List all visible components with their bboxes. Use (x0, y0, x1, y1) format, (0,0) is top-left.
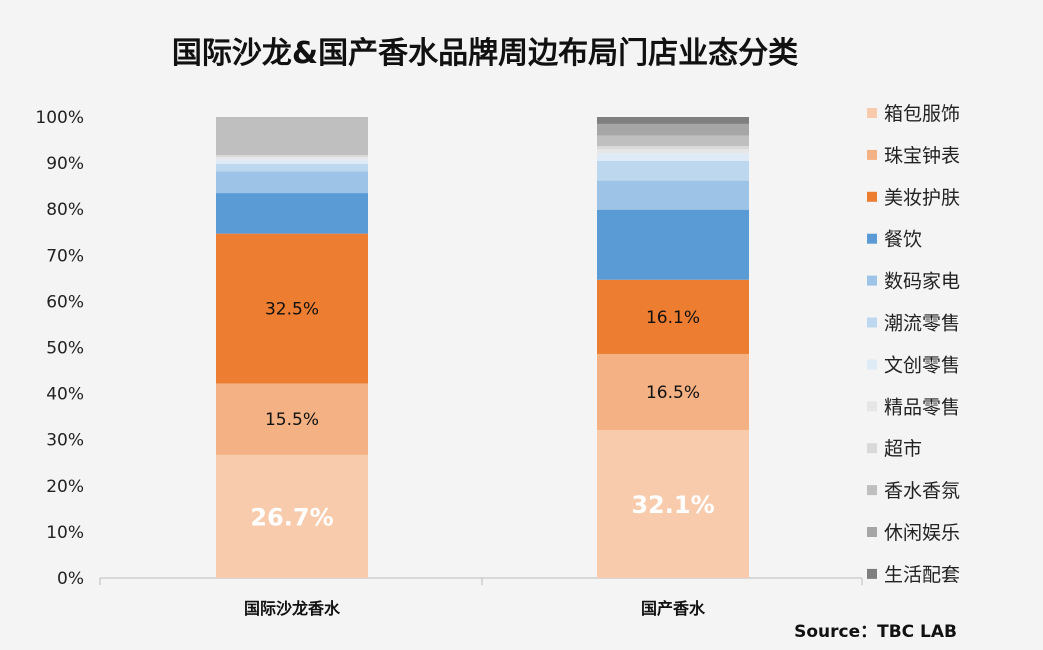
y-tick-label: 10% (46, 523, 84, 543)
bar-segment-series-9 (216, 155, 368, 158)
bar-segment-series-12 (597, 117, 749, 124)
bar-segment-series-6 (597, 160, 749, 181)
bar-segment-series-4 (216, 193, 368, 234)
legend-swatch-series-6 (867, 317, 877, 328)
bars-group: 26.7% 15.5% 32.5% 32.1% 16.5% 16.1% (216, 117, 749, 578)
y-tick-label: 0% (57, 569, 84, 589)
y-tick-label: 80% (46, 200, 84, 220)
y-tick-label: 20% (46, 477, 84, 497)
bar-segment-series-10 (216, 117, 368, 156)
data-label: 16.5% (646, 383, 700, 403)
legend-swatch-series-5 (867, 275, 877, 286)
legend-swatch-series-3 (867, 191, 877, 202)
bar-segment-series-6 (216, 164, 368, 172)
bar-segment-series-1 (216, 454, 368, 578)
bar-segment-series-4 (597, 209, 749, 280)
data-label: 16.1% (646, 308, 700, 328)
bar-segment-series-2 (597, 353, 749, 431)
legend: 箱包服饰珠宝钟表美妆护肤餐饮数码家电潮流零售文创零售精品零售超市香水香氛休闲娱乐… (867, 103, 960, 586)
bar-segment-series-7 (216, 159, 368, 165)
legend-label-series-11: 休闲娱乐 (884, 522, 960, 544)
legend-label-series-10: 香水香氛 (884, 480, 960, 502)
legend-swatch-series-10 (867, 485, 877, 496)
legend-label-series-9: 超市 (884, 438, 922, 460)
bar-segment-series-10 (597, 135, 749, 147)
legend-swatch-series-1 (867, 108, 877, 118)
legend-label-series-4: 餐饮 (884, 229, 922, 251)
legend-swatch-series-7 (867, 359, 877, 370)
legend-label-series-6: 潮流零售 (884, 313, 960, 335)
bar-segment-series-3 (216, 233, 368, 384)
x-category-label: 国产香水 (641, 599, 706, 618)
legend-label-series-1: 箱包服饰 (884, 103, 960, 125)
x-category-label: 国际沙龙香水 (244, 599, 341, 618)
bar-segment-series-5 (216, 171, 368, 194)
bar-segment-series-8 (597, 149, 749, 154)
source-note: Source：TBC LAB (794, 622, 957, 642)
y-tick-label: 90% (46, 154, 84, 174)
y-tick-label: 40% (46, 385, 84, 405)
legend-label-series-5: 数码家电 (884, 271, 960, 293)
y-tick-label: 30% (46, 431, 84, 451)
legend-swatch-series-12 (867, 568, 877, 579)
legend-swatch-series-2 (867, 149, 877, 160)
bar-segment-series-9 (597, 146, 749, 150)
legend-label-series-7: 文创零售 (884, 354, 960, 376)
y-axis: 0% 10% 20% 30% 40% 50% 60% 70% 80% 90% 100% (35, 108, 84, 589)
chart-title: 国际沙龙&国产香水品牌周边布局门店业态分类 (172, 36, 798, 71)
bar-segment-series-5 (597, 180, 749, 210)
y-tick-label: 100% (35, 108, 84, 128)
legend-swatch-series-9 (867, 443, 877, 454)
y-tick-label: 70% (46, 246, 84, 266)
bar-segment-series-7 (597, 153, 749, 161)
data-label: 32.5% (265, 300, 319, 320)
bar-segment-series-1 (597, 430, 749, 578)
bar-segment-series-8 (216, 157, 368, 160)
legend-swatch-series-4 (867, 233, 877, 244)
legend-swatch-series-11 (867, 527, 877, 537)
x-axis: 国际沙龙香水 国产香水 (99, 578, 863, 618)
legend-swatch-series-8 (867, 401, 877, 412)
bar-segment-series-3 (597, 279, 749, 354)
data-label: 26.7% (250, 503, 333, 531)
y-tick-label: 60% (46, 292, 84, 312)
data-label: 32.1% (631, 491, 714, 519)
bar-segment-series-2 (216, 383, 368, 455)
legend-label-series-8: 精品零售 (884, 396, 960, 418)
legend-label-series-3: 美妆护肤 (884, 187, 960, 209)
bar-segment-series-11 (597, 123, 749, 136)
legend-label-series-2: 珠宝钟表 (884, 145, 960, 167)
data-label: 15.5% (265, 410, 319, 430)
y-tick-label: 50% (46, 339, 84, 359)
legend-label-series-12: 生活配套 (884, 564, 960, 586)
